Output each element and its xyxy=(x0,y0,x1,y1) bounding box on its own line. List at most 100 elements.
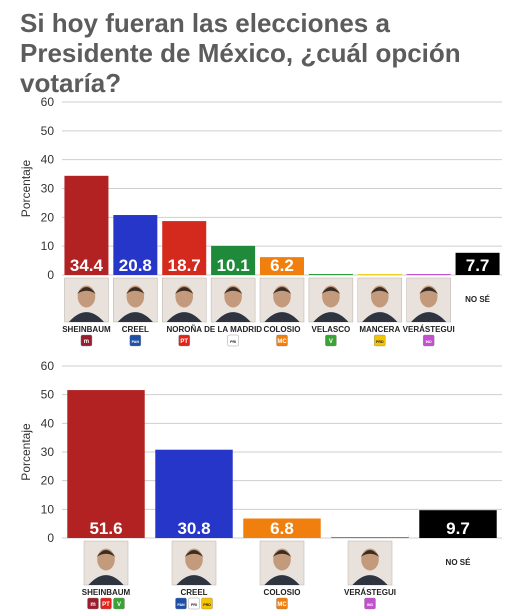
pvem-logo-text: V xyxy=(329,339,333,345)
value-label-box xyxy=(308,254,353,274)
bar xyxy=(155,449,233,538)
photo-hair xyxy=(126,287,145,294)
candidate-photo-2 xyxy=(259,540,305,586)
pri-logo-text: PRI xyxy=(191,603,197,607)
mc-logo-box xyxy=(276,334,288,347)
candidate-photo-1 xyxy=(171,540,217,586)
pvem-logo-text: V xyxy=(117,602,121,608)
data-label: 30.8 xyxy=(177,519,210,538)
candidate-photo-3 xyxy=(347,540,393,586)
value-label-box xyxy=(331,517,409,537)
y-tick-label: 50 xyxy=(41,388,55,402)
bar xyxy=(162,221,207,275)
pt-logo-icon: PT xyxy=(100,597,112,610)
y-tick-label: 40 xyxy=(41,416,55,430)
candidate-photo-0 xyxy=(83,540,129,586)
mc-logo-box xyxy=(276,597,288,610)
prd-logo-icon: PRD xyxy=(201,597,213,610)
category-label: VERÁSTEGUI xyxy=(403,325,455,334)
y-axis-label: Porcentaje xyxy=(19,159,33,217)
category-label: SHEINBAUM xyxy=(82,588,131,597)
pvem-logo-icon: V xyxy=(325,334,337,347)
bar xyxy=(211,245,256,275)
ind-logo-box xyxy=(422,334,435,347)
photo-hair xyxy=(360,550,380,557)
y-tick-label: 0 xyxy=(47,531,54,545)
pvem-logo-box xyxy=(325,334,337,347)
candidate-photo-7 xyxy=(406,277,451,323)
y-tick-label: 20 xyxy=(41,474,55,488)
photo-hair xyxy=(174,287,194,294)
category-label: CREEL xyxy=(122,325,149,334)
bar xyxy=(260,257,304,275)
photo-shoulders xyxy=(352,575,388,585)
photo-shoulders xyxy=(68,312,105,322)
morena-logo-box xyxy=(80,334,93,347)
data-label: 0.7 xyxy=(368,256,392,275)
photo-hair xyxy=(77,287,96,294)
y-tick-label: 30 xyxy=(41,445,55,459)
data-label: 51.6 xyxy=(89,519,122,538)
category-label: CREEL xyxy=(180,588,207,597)
photo-hair xyxy=(184,550,204,557)
category-label: COLOSIO xyxy=(264,325,301,334)
pan-logo-text: PAN xyxy=(177,603,185,607)
category-label: VELASCO xyxy=(312,325,351,334)
data-label: 18.7 xyxy=(168,256,201,275)
y-tick-label: 30 xyxy=(41,182,55,196)
category-label: MANCERA xyxy=(359,325,400,334)
y-tick-label: 60 xyxy=(41,359,55,373)
category-label: NO SÉ xyxy=(465,295,491,304)
photo-shoulders xyxy=(215,312,251,322)
data-label: 7.7 xyxy=(466,256,490,275)
morena-logo-box xyxy=(87,597,99,610)
pt-logo-box xyxy=(100,597,112,610)
pan-logo-icon: PAN xyxy=(175,597,187,610)
morena-logo-icon: m xyxy=(80,334,93,347)
photo-shoulders xyxy=(264,575,300,585)
photo-hair xyxy=(321,287,341,294)
morena-logo-text: m xyxy=(90,602,95,608)
pt-logo-icon: PT xyxy=(178,334,190,347)
mc-logo-icon: MC xyxy=(276,334,288,347)
bar xyxy=(455,252,500,275)
y-tick-label: 40 xyxy=(41,153,55,167)
pan-logo-icon: PAN xyxy=(129,334,142,347)
photo-shoulders xyxy=(264,312,300,322)
category-label: NOROÑA xyxy=(166,325,202,334)
data-label: 6.8 xyxy=(270,519,294,538)
data-label: 6.2 xyxy=(270,256,294,275)
pri-logo-text: PRI xyxy=(230,340,236,344)
value-label-box xyxy=(406,254,451,274)
bar xyxy=(243,518,321,538)
candidate-photo-3 xyxy=(210,277,256,323)
y-tick-label: 20 xyxy=(41,210,55,224)
y-axis-label: Porcentaje xyxy=(19,423,33,481)
data-label: 0.6 xyxy=(417,256,441,275)
mc-logo-text: MC xyxy=(277,602,287,608)
candidate-photo-5 xyxy=(308,277,354,323)
ind-logo-text: IND xyxy=(367,603,374,607)
photo-shoulders xyxy=(117,312,153,322)
mc-logo-text: MC xyxy=(277,339,287,345)
photo-hair xyxy=(96,550,116,557)
prd-logo-box xyxy=(201,597,213,610)
pt-logo-text: PT xyxy=(180,339,188,345)
candidate-photo-0 xyxy=(64,277,109,323)
category-label: COLOSIO xyxy=(264,588,301,597)
data-label: 0.8 xyxy=(319,256,343,275)
pri-logo-icon: PRI xyxy=(227,334,239,347)
pri-logo-icon: PRI xyxy=(188,597,200,610)
candidate-photo-1 xyxy=(113,277,158,323)
y-tick-label: 60 xyxy=(41,95,55,109)
pri-logo-box xyxy=(227,334,239,347)
ind-logo-icon: IND xyxy=(364,597,376,610)
data-label: 34.4 xyxy=(70,256,104,275)
y-tick-label: 50 xyxy=(41,124,55,138)
bar xyxy=(64,175,109,275)
photo-shoulders xyxy=(166,312,202,322)
category-label: SHEINBAUM xyxy=(62,325,111,334)
pan-logo-text: PAN xyxy=(132,340,140,344)
ind-logo-icon: IND xyxy=(422,334,435,347)
pvem-logo-box xyxy=(113,597,125,610)
